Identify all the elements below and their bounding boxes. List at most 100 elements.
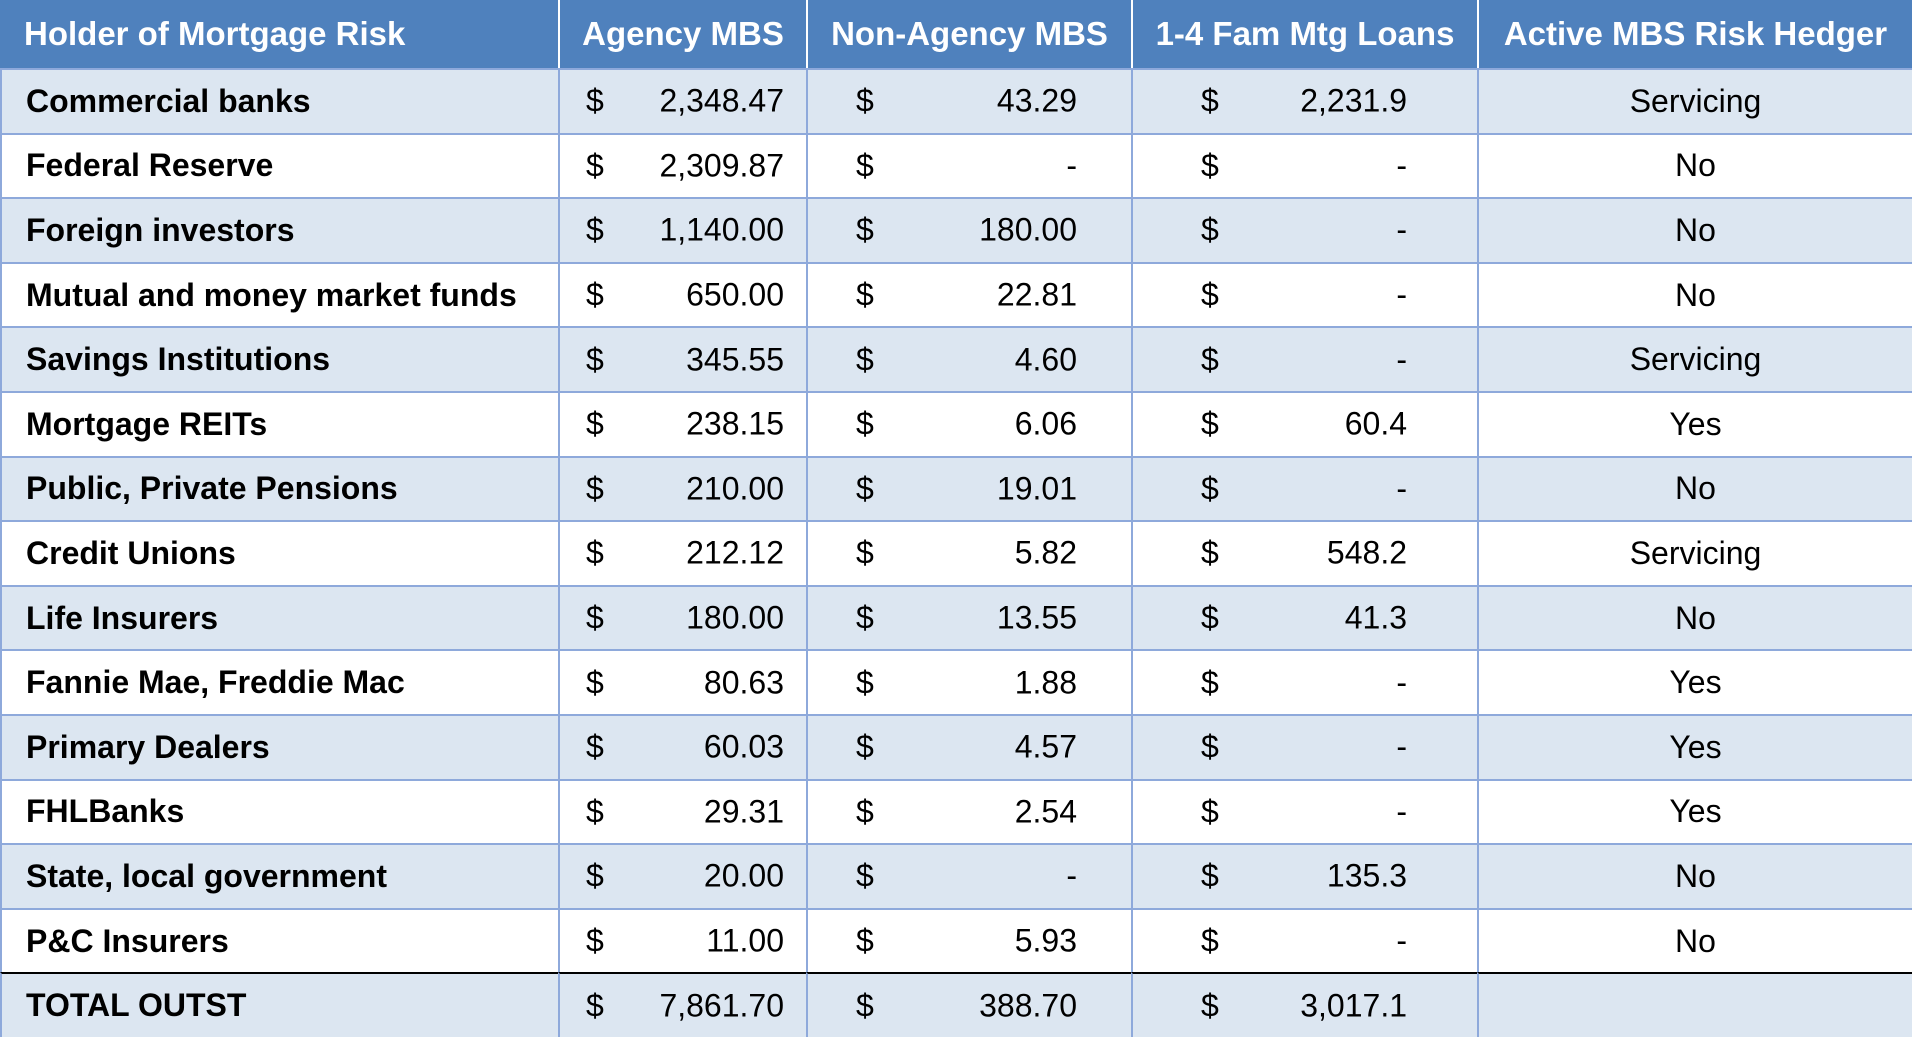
currency-symbol: $	[856, 82, 874, 119]
currency-symbol: $	[856, 276, 874, 313]
currency-symbol: $	[586, 211, 604, 248]
amount-value: 212.12	[686, 534, 784, 571]
amount-value: 60.4	[1344, 405, 1407, 442]
money-cell: $11.00	[558, 907, 806, 973]
amount-value: -	[1066, 857, 1077, 894]
money-cell: $19.01	[806, 455, 1131, 521]
money-cell: $13.55	[806, 584, 1131, 650]
amount-value: 22.81	[996, 276, 1077, 313]
amount-value: 1.88	[1014, 664, 1077, 701]
money-cell: $2,309.87	[558, 132, 806, 198]
money-cell: $135.3	[1131, 843, 1477, 908]
currency-symbol: $	[1201, 987, 1219, 1024]
amount-value: -	[1396, 147, 1407, 184]
hedger-status: Yes	[1477, 713, 1912, 779]
hedger-status: No	[1477, 843, 1912, 908]
currency-symbol: $	[856, 147, 874, 184]
money-cell: $80.63	[558, 649, 806, 714]
total-label: TOTAL OUTST	[0, 972, 558, 1037]
currency-symbol: $	[586, 857, 604, 894]
amount-value: 210.00	[686, 470, 784, 507]
money-cell: $7,861.70	[558, 972, 806, 1037]
hedger-status: No	[1477, 907, 1912, 973]
amount-value: 43.29	[996, 82, 1077, 119]
amount-value: 19.01	[996, 470, 1077, 507]
amount-value: 388.70	[979, 987, 1077, 1024]
currency-symbol: $	[1201, 793, 1219, 830]
amount-value: 2,309.87	[659, 147, 784, 184]
amount-value: 650.00	[686, 276, 784, 313]
currency-symbol: $	[856, 857, 874, 894]
holder-name: Mutual and money market funds	[0, 261, 558, 327]
currency-symbol: $	[1201, 664, 1219, 701]
holder-name: Life Insurers	[0, 584, 558, 650]
currency-symbol: $	[1201, 405, 1219, 442]
hedger-status: No	[1477, 197, 1912, 262]
money-cell: $3,017.1	[1131, 972, 1477, 1037]
money-cell: $29.31	[558, 778, 806, 844]
amount-value: -	[1396, 276, 1407, 313]
currency-symbol: $	[856, 793, 874, 830]
amount-value: 548.2	[1326, 534, 1407, 571]
amount-value: 180.00	[979, 211, 1077, 248]
money-cell: $2.54	[806, 778, 1131, 844]
hedger-status	[1477, 972, 1912, 1037]
money-cell: $ -	[1131, 261, 1477, 327]
money-cell: $180.00	[806, 197, 1131, 262]
holder-name: Fannie Mae, Freddie Mac	[0, 649, 558, 714]
amount-value: -	[1396, 211, 1407, 248]
holder-name: State, local government	[0, 843, 558, 908]
money-cell: $4.60	[806, 326, 1131, 391]
money-cell: $548.2	[1131, 520, 1477, 585]
money-cell: $180.00	[558, 584, 806, 650]
hedger-status: No	[1477, 584, 1912, 650]
amount-value: 6.06	[1014, 405, 1077, 442]
holder-name: Public, Private Pensions	[0, 455, 558, 521]
money-cell: $1.88	[806, 649, 1131, 714]
amount-value: 135.3	[1326, 857, 1407, 894]
currency-symbol: $	[856, 664, 874, 701]
amount-value: 29.31	[703, 793, 784, 830]
amount-value: 60.03	[703, 728, 784, 765]
hedger-status: Servicing	[1477, 326, 1912, 391]
amount-value: -	[1396, 922, 1407, 959]
currency-symbol: $	[1201, 82, 1219, 119]
currency-symbol: $	[586, 341, 604, 378]
currency-symbol: $	[856, 211, 874, 248]
money-cell: $ -	[1131, 455, 1477, 521]
money-cell: $ -	[806, 843, 1131, 908]
holder-name: Commercial banks	[0, 68, 558, 133]
currency-symbol: $	[1201, 341, 1219, 378]
money-cell: $388.70	[806, 972, 1131, 1037]
amount-value: 80.63	[703, 664, 784, 701]
currency-symbol: $	[856, 987, 874, 1024]
amount-value: 4.57	[1014, 728, 1077, 765]
currency-symbol: $	[586, 405, 604, 442]
amount-value: -	[1396, 341, 1407, 378]
column-header: Active MBS Risk Hedger	[1477, 0, 1912, 68]
money-cell: $5.93	[806, 907, 1131, 973]
currency-symbol: $	[856, 922, 874, 959]
amount-value: 2.54	[1014, 793, 1077, 830]
currency-symbol: $	[1201, 470, 1219, 507]
currency-symbol: $	[586, 793, 604, 830]
currency-symbol: $	[586, 922, 604, 959]
money-cell: $ -	[1131, 649, 1477, 714]
hedger-status: No	[1477, 132, 1912, 198]
money-cell: $60.4	[1131, 390, 1477, 456]
amount-value: 5.82	[1014, 534, 1077, 571]
amount-value: 2,231.9	[1300, 82, 1407, 119]
amount-value: -	[1066, 147, 1077, 184]
hedger-status: No	[1477, 455, 1912, 521]
currency-symbol: $	[586, 728, 604, 765]
currency-symbol: $	[586, 664, 604, 701]
amount-value: 5.93	[1014, 922, 1077, 959]
hedger-status: No	[1477, 261, 1912, 327]
money-cell: $5.82	[806, 520, 1131, 585]
amount-value: 20.00	[703, 857, 784, 894]
amount-value: 4.60	[1014, 341, 1077, 378]
currency-symbol: $	[1201, 534, 1219, 571]
money-cell: $60.03	[558, 713, 806, 779]
holder-name: Credit Unions	[0, 520, 558, 585]
currency-symbol: $	[586, 534, 604, 571]
